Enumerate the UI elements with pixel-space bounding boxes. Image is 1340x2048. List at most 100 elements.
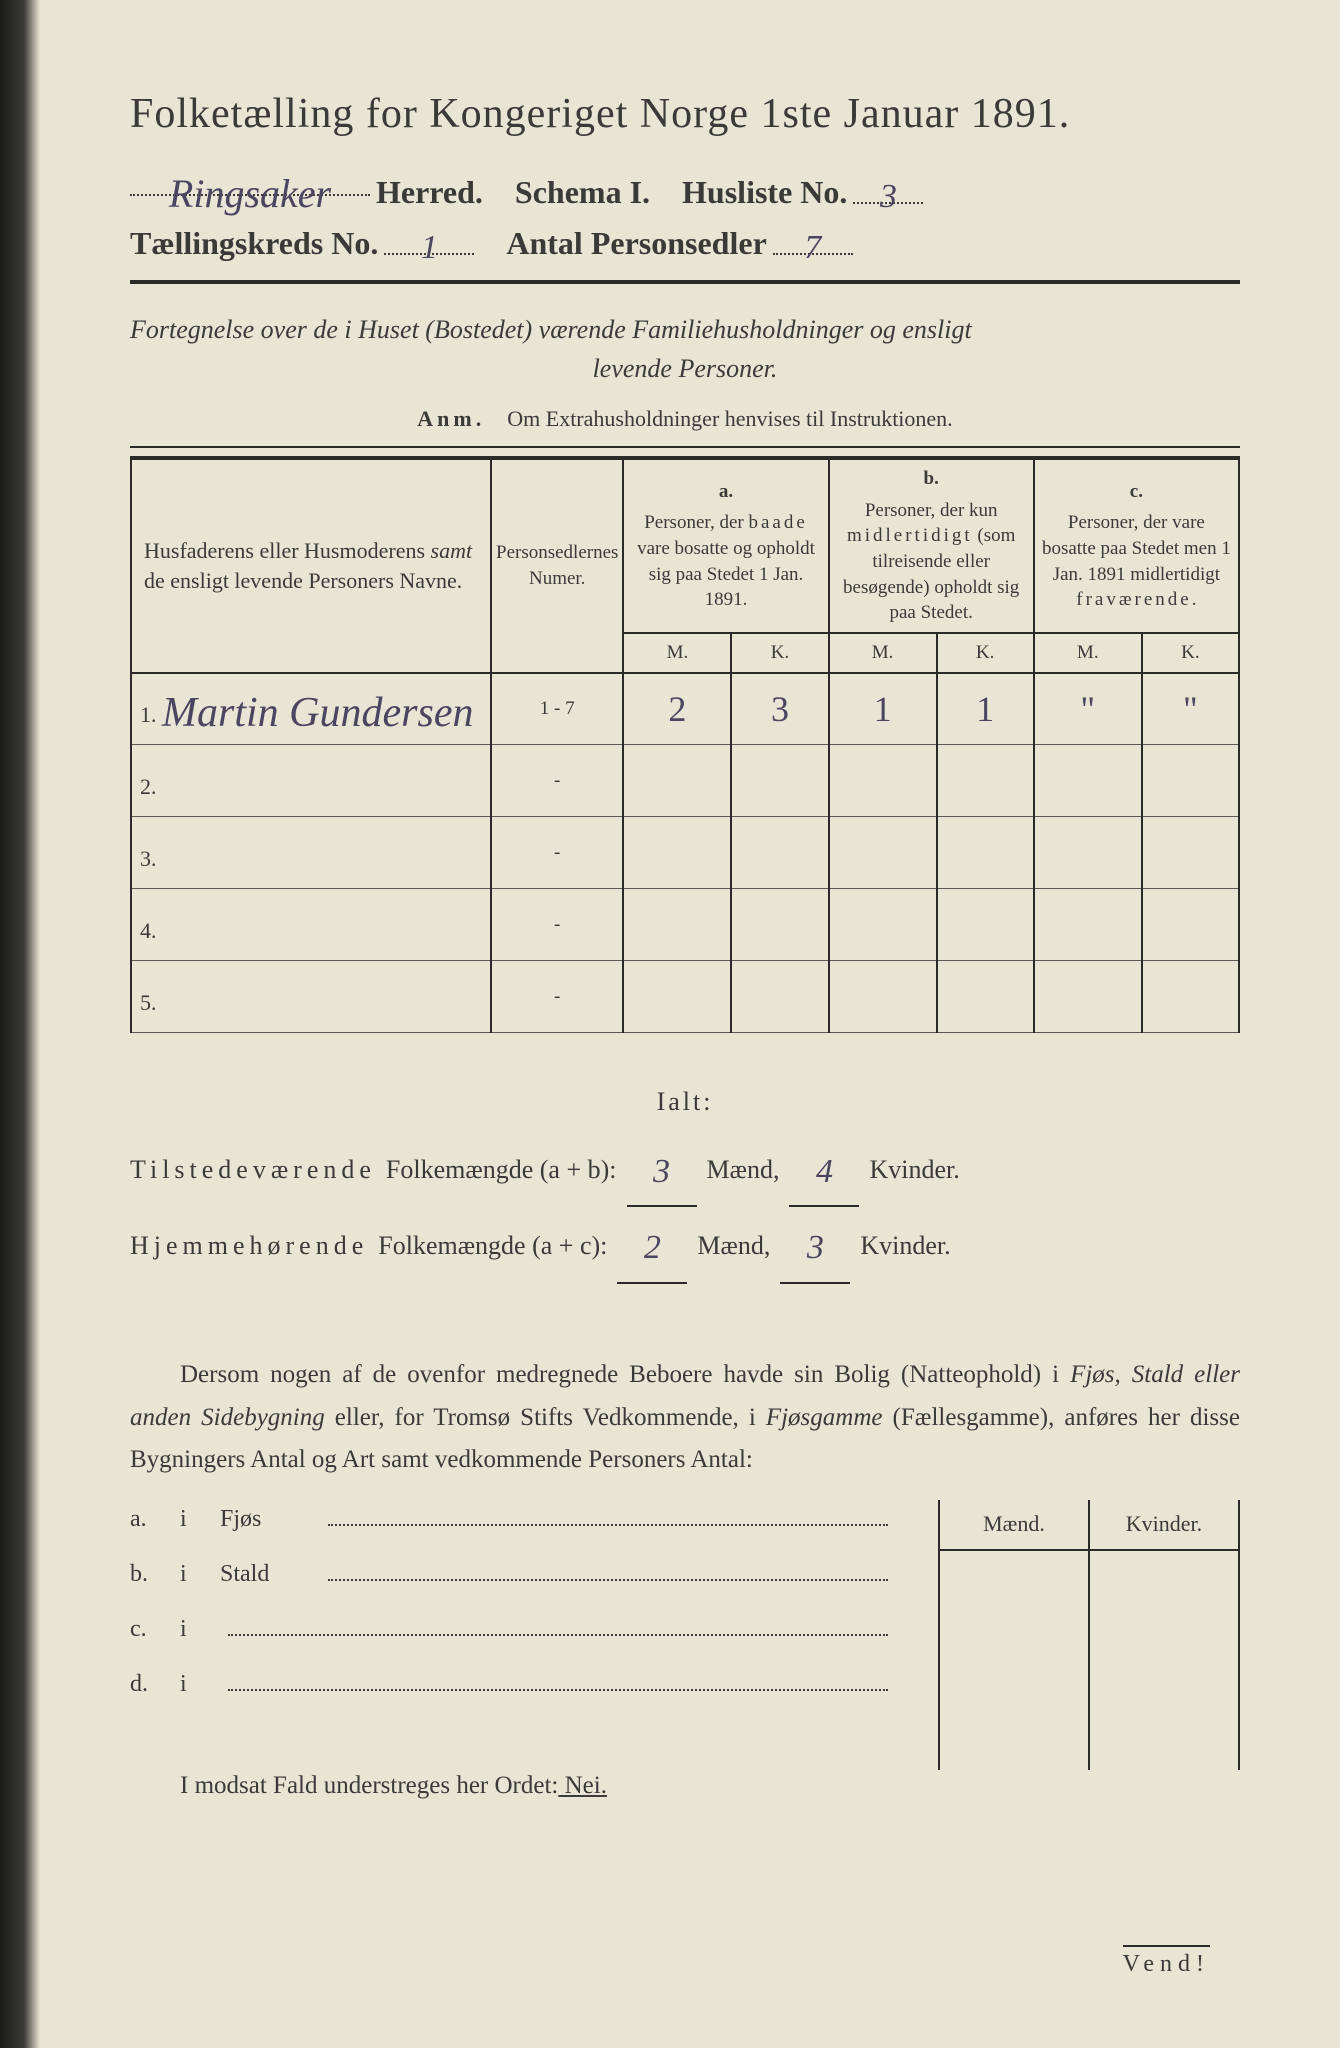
t1-k-field: 4: [789, 1131, 859, 1208]
row-cell-ak: [731, 961, 828, 1033]
thin-rule: [130, 446, 1240, 448]
row-cell-num: -: [491, 745, 623, 817]
th-a-m: M.: [623, 633, 731, 673]
herred-label: Herred.: [376, 174, 483, 211]
row-cell-am: 2: [623, 673, 731, 745]
antal-field: 7: [773, 225, 853, 255]
row-cell-bk: [937, 817, 1034, 889]
kreds-field: 1: [384, 225, 474, 255]
th-c: c. Personer, der vare bosatte paa Stedet…: [1034, 458, 1239, 633]
t2-mid: Folkemængde (a + c):: [378, 1217, 607, 1274]
list-a-dots: [328, 1508, 888, 1526]
th-b-k: K.: [937, 633, 1034, 673]
t2-m: 2: [644, 1229, 661, 1266]
list-d-i: i: [180, 1657, 220, 1712]
modsat-nei: Nei.: [558, 1772, 607, 1799]
row-cell-bm: [829, 961, 937, 1033]
page-title: Folketælling for Kongeriget Norge 1ste J…: [130, 90, 1240, 138]
row-cell-cm: ": [1034, 673, 1142, 745]
row-cell-am: [623, 745, 731, 817]
table-row: 3. -: [131, 817, 1239, 889]
totals-row-2: Hjemmehørende Folkemængde (a + c): 2 Mæn…: [130, 1207, 1240, 1284]
mk-box: Mænd.Kvinder.: [938, 1500, 1240, 1770]
husliste-label: Husliste No.: [682, 174, 847, 211]
row-cell-am: [623, 889, 731, 961]
modsat-line: I modsat Fald understreges her Ordet: Ne…: [130, 1772, 1240, 1800]
row-cell-bk: [937, 745, 1034, 817]
subtitle: Fortegnelse over de i Huset (Bostedet) v…: [130, 310, 1240, 388]
list-row-a: a. i Fjøs: [130, 1492, 918, 1547]
row-cell-bk: 1: [937, 673, 1034, 745]
row-cell-num: -: [491, 889, 623, 961]
list-c-dots: [228, 1618, 888, 1636]
row-cell-ak: [731, 745, 828, 817]
th-num: Personsedlernes Numer.: [491, 458, 623, 673]
kreds-label: Tællingskreds No.: [130, 225, 378, 262]
t2-kvinder: Kvinder.: [860, 1217, 950, 1274]
row-cell-bk: [937, 961, 1034, 1033]
mk-k-empty: [1089, 1550, 1239, 1770]
ialt-label: Ialt:: [130, 1073, 1240, 1130]
th-b-m: M.: [829, 633, 937, 673]
t2-maend: Mænd,: [697, 1217, 770, 1274]
t1-k: 4: [816, 1153, 833, 1190]
binding-shadow: [0, 0, 40, 2048]
list-row-b: b. i Stald: [130, 1547, 918, 1602]
th-c-m: M.: [1034, 633, 1142, 673]
t2-label: Hjemmehørende: [130, 1217, 368, 1274]
totals-row-1: Tilstedeværende Folkemængde (a + b): 3 M…: [130, 1131, 1240, 1208]
row-name-cell: 3.: [131, 817, 491, 889]
husliste-value: 3: [880, 178, 897, 215]
row-cell-bm: 1: [829, 673, 937, 745]
row-cell-num: -: [491, 961, 623, 1033]
th-c-k: K.: [1142, 633, 1239, 673]
row-cell-num: 1 - 7: [491, 673, 623, 745]
subtitle-line2: levende Personer.: [130, 349, 1240, 388]
row-cell-ck: [1142, 889, 1239, 961]
th-c-letter: c.: [1039, 479, 1234, 505]
census-form-page: Folketælling for Kongeriget Norge 1ste J…: [0, 0, 1340, 2048]
row-name-cell: 1. Martin Gundersen: [131, 673, 491, 745]
row-cell-ck: [1142, 745, 1239, 817]
list-d: d.: [130, 1657, 180, 1712]
census-table: Husfaderens eller Husmoderens samt de en…: [130, 456, 1240, 1033]
list-row-d: d. i: [130, 1657, 918, 1712]
table-row: 5. -: [131, 961, 1239, 1033]
row-cell-bk: [937, 889, 1034, 961]
table-row: 4. -: [131, 889, 1239, 961]
row-name-cell: 4.: [131, 889, 491, 961]
herred-value: Ringsaker: [169, 171, 331, 216]
row-cell-am: [623, 817, 731, 889]
subtitle-line1: Fortegnelse over de i Huset (Bostedet) v…: [130, 315, 972, 344]
list-b: b.: [130, 1547, 180, 1602]
t1-m: 3: [653, 1153, 670, 1190]
husliste-field: 3: [853, 174, 923, 204]
list-b-i: i: [180, 1547, 220, 1602]
th-a-letter: a.: [628, 479, 823, 505]
list-a: a.: [130, 1492, 180, 1547]
totals-block: Ialt: Tilstedeværende Folkemængde (a + b…: [130, 1073, 1240, 1284]
t1-kvinder: Kvinder.: [869, 1141, 959, 1198]
t2-k: 3: [807, 1229, 824, 1266]
row-cell-cm: [1034, 889, 1142, 961]
row-cell-cm: [1034, 817, 1142, 889]
th-b: b. Personer, der kun midlertidigt (som t…: [829, 458, 1034, 633]
row-cell-num: -: [491, 817, 623, 889]
table-row: 2. -: [131, 745, 1239, 817]
th-b-letter: b.: [834, 466, 1029, 492]
t2-k-field: 3: [780, 1207, 850, 1284]
row-cell-ak: 3: [731, 673, 828, 745]
row-cell-ck: [1142, 817, 1239, 889]
t1-maend: Mænd,: [707, 1141, 780, 1198]
row-cell-cm: [1034, 745, 1142, 817]
row-cell-am: [623, 961, 731, 1033]
list-b-stald: Stald: [220, 1547, 320, 1602]
anm-text: Om Extrahusholdninger henvises til Instr…: [507, 406, 952, 431]
row-cell-cm: [1034, 961, 1142, 1033]
vend-label: Vend!: [1123, 1945, 1210, 1978]
header-row-1: Ringsaker Herred. Schema I. Husliste No.…: [130, 166, 1240, 211]
th-a-k: K.: [731, 633, 828, 673]
t1-mid: Folkemængde (a + b):: [386, 1141, 617, 1198]
t2-m-field: 2: [617, 1207, 687, 1284]
row-cell-ak: [731, 817, 828, 889]
